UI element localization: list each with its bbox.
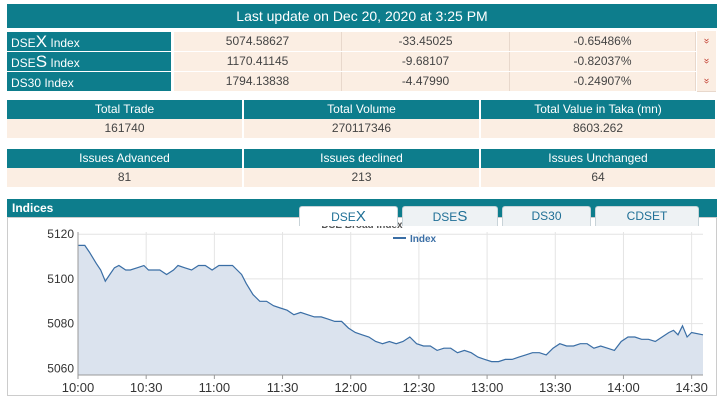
index-name[interactable]: DSES Index (7, 52, 171, 71)
series-line-index (78, 244, 704, 363)
index-name[interactable]: DS30 Index (7, 72, 171, 91)
index-name[interactable]: DSEX Index (7, 32, 171, 51)
stat-value: 8603.262 (481, 119, 717, 138)
down-arrow-icon: » (697, 71, 716, 92)
stat-header: Issues declined (244, 149, 481, 168)
y-tick-label: 5100 (47, 272, 74, 286)
x-tick-label: 14:30 (675, 380, 708, 395)
last-update-header: Last update on Dec 20, 2020 at 3:25 PM (7, 4, 717, 28)
stat-value: 161740 (7, 119, 244, 138)
stat-value: 270117346 (244, 119, 481, 138)
x-tick-label: 12:00 (334, 380, 367, 395)
y-tick-label: 5060 (47, 361, 74, 375)
y-tick-label: 5120 (47, 227, 74, 241)
tab-dses[interactable]: DSES (402, 206, 498, 226)
down-arrow-icon: » (697, 51, 716, 72)
tab-ds30[interactable]: DS30 (502, 206, 591, 226)
index-row-dsex: DSEX Index 5074.58627 -33.45025 -0.65486… (7, 31, 717, 52)
stat-value: 213 (244, 168, 481, 187)
index-change: -9.68107 (342, 52, 510, 71)
x-tick-label: 14:00 (607, 380, 640, 395)
tab-cdset[interactable]: CDSET (595, 206, 699, 226)
x-tick-label: 13:30 (539, 380, 572, 395)
x-tick-label: 13:00 (471, 380, 504, 395)
x-tick-label: 10:00 (62, 380, 95, 395)
stat-value: 81 (7, 168, 244, 187)
down-arrow-icon: » (697, 31, 716, 52)
x-tick-label: 10:30 (130, 380, 163, 395)
legend-label: Index (410, 234, 437, 245)
index-change: -33.45025 (342, 32, 510, 51)
index-row-ds30: DS30 Index 1794.13838 -4.47990 -0.24907%… (7, 71, 717, 92)
stat-header: Issues Unchanged (481, 149, 717, 168)
index-value: 1794.13838 (174, 72, 342, 91)
stat-header: Total Volume (244, 100, 481, 119)
index-percent: -0.65486% (510, 32, 696, 51)
index-value: 5074.58627 (174, 32, 342, 51)
index-percent: -0.82037% (510, 52, 696, 71)
index-summary-table: DSEX Index 5074.58627 -33.45025 -0.65486… (7, 31, 717, 92)
y-tick-label: 5080 (47, 317, 74, 331)
index-change: -4.47990 (342, 72, 510, 91)
x-tick-label: 11:30 (267, 380, 299, 395)
stat-header: Total Value in Taka (mn) (481, 100, 717, 119)
stat-header: Issues Advanced (7, 149, 244, 168)
trade-stats-table: Total Trade Total Volume Total Value in … (7, 100, 717, 138)
x-tick-label: 11:00 (199, 380, 231, 395)
x-tick-label: 12:30 (403, 380, 436, 395)
stat-value: 64 (481, 168, 717, 187)
index-percent: -0.24907% (510, 72, 696, 91)
index-row-dses: DSES Index 1170.41145 -9.68107 -0.82037%… (7, 51, 717, 72)
series-area (78, 245, 703, 375)
issue-stats-table: Issues Advanced Issues declined Issues U… (7, 149, 717, 187)
stat-header: Total Trade (7, 100, 244, 119)
tab-dsex[interactable]: DSEX (299, 206, 398, 226)
index-chart-panel: 5120 5100 5080 5060 10:00 10:30 11:00 11:30 12:0… (7, 217, 717, 396)
index-value: 1170.41145 (174, 52, 342, 71)
index-chart: 5120 5100 5080 5060 10:00 10:30 11:00 11:30 12:0… (47, 220, 708, 395)
